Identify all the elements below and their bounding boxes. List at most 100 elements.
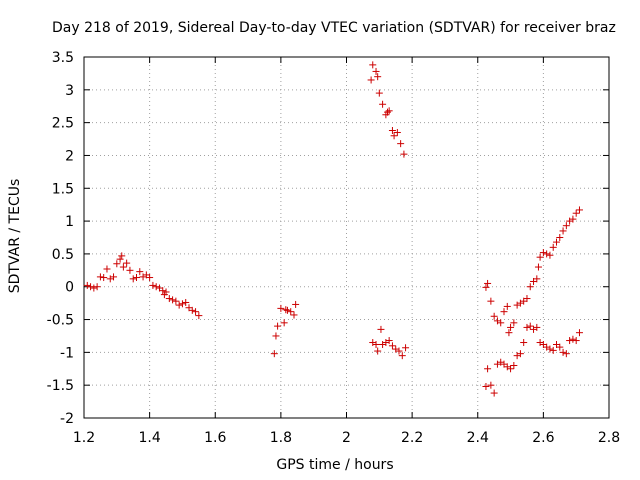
y-tick-label: -0.5 (47, 313, 74, 329)
data-point (182, 298, 190, 306)
data-point (523, 295, 531, 303)
data-point (272, 332, 280, 340)
data-point (533, 323, 541, 331)
data-point (572, 337, 580, 345)
data-point (526, 283, 534, 291)
data-point (377, 325, 385, 333)
data-point (372, 67, 380, 75)
data-point (178, 300, 186, 308)
data-point (575, 206, 583, 214)
data-point (400, 150, 408, 158)
y-tick-label: 0.5 (52, 247, 74, 263)
data-point (149, 281, 157, 289)
data-point (484, 279, 492, 287)
data-point (484, 365, 492, 373)
data-point (402, 344, 410, 352)
data-point (500, 308, 508, 316)
data-point (569, 215, 577, 223)
data-point (192, 308, 200, 316)
data-point (503, 302, 511, 310)
data-point (118, 252, 126, 260)
data-point (113, 260, 121, 268)
y-tick-label: -1.5 (47, 378, 74, 394)
x-axis-label: GPS time / hours (276, 457, 394, 473)
data-point (482, 382, 490, 390)
axis-ticks (83, 56, 610, 419)
data-point (195, 312, 203, 320)
y-tick-label: 0 (65, 280, 74, 296)
data-point (539, 249, 547, 257)
data-point (119, 263, 127, 271)
data-point (129, 275, 137, 283)
data-point (534, 263, 542, 271)
data-point (546, 251, 554, 259)
data-point (287, 308, 295, 316)
data-point (516, 350, 524, 358)
data-point (556, 343, 564, 351)
data-point (292, 300, 300, 308)
data-point (482, 283, 490, 291)
data-point (136, 268, 144, 276)
data-point (90, 284, 98, 292)
data-point (384, 108, 392, 116)
data-point (116, 255, 124, 263)
data-point (507, 365, 515, 373)
data-point (374, 347, 382, 355)
x-tick-labels: 1.2 1.4 1.6 1.8 2 2.2 2.4 2.6 2.8 (73, 430, 620, 446)
data-point (367, 76, 375, 84)
y-tick-label: 3.5 (52, 50, 74, 66)
data-point (549, 243, 557, 251)
data-point (556, 234, 564, 241)
data-point (497, 319, 505, 327)
data-point (487, 381, 495, 389)
data-point (510, 361, 518, 369)
data-point (172, 297, 180, 305)
data-point (385, 107, 393, 115)
data-point (543, 250, 551, 258)
data-point (520, 339, 528, 347)
grid-lines (84, 57, 609, 418)
y-tick-label: 1.5 (52, 181, 74, 197)
data-point (398, 352, 406, 360)
data-point (188, 306, 196, 314)
y-tick-label: 3 (65, 83, 74, 99)
data-point (562, 222, 570, 230)
data-point (510, 319, 518, 327)
data-point (559, 348, 567, 356)
data-point (110, 273, 118, 281)
data-point (385, 337, 393, 345)
data-point (490, 312, 498, 320)
data-point (388, 127, 396, 135)
y-tick-labels: -2 -1.5 -1 -0.5 0 0.5 1 1.5 2 2.5 3 3.5 (47, 50, 74, 427)
chart-title: Day 218 of 2019, Sidereal Day-to-day VTE… (52, 20, 616, 36)
data-point (533, 275, 541, 283)
data-point (83, 281, 91, 289)
data-point (395, 347, 403, 355)
x-tick-label: 2 (342, 430, 351, 446)
data-point (375, 89, 383, 97)
data-point (369, 61, 377, 69)
data-point (575, 329, 583, 337)
data-point (280, 319, 288, 327)
data-point (175, 301, 183, 309)
data-point (162, 288, 170, 296)
data-point (549, 346, 557, 354)
data-point (397, 140, 405, 148)
data-point (103, 265, 111, 273)
data-point (133, 274, 140, 282)
data-point (146, 274, 154, 282)
x-tick-label: 2.2 (401, 430, 423, 446)
y-tick-label: 2 (65, 148, 74, 164)
data-point (274, 322, 282, 330)
x-tick-label: 1.8 (270, 430, 292, 446)
data-point (572, 209, 580, 217)
data-point (490, 389, 498, 397)
data-point (283, 306, 291, 314)
y-tick-label: -1 (60, 345, 74, 361)
data-point (487, 297, 495, 305)
data-point (388, 342, 396, 350)
x-tick-label: 2.6 (532, 430, 554, 446)
data-point (569, 335, 577, 343)
data-point (100, 274, 108, 282)
